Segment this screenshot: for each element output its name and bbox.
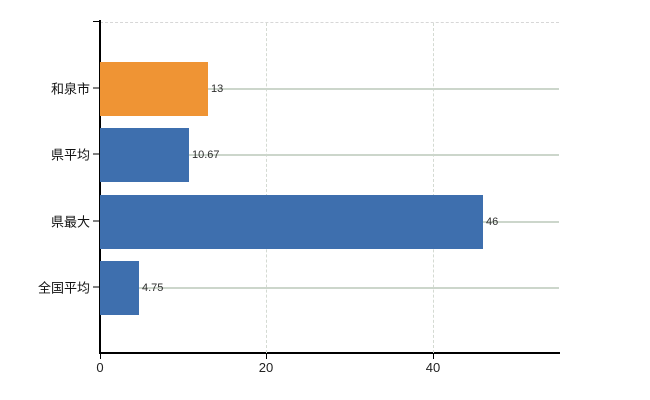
category-label-prefecture-max: 県最大 [50,214,90,230]
x-axis-tick-label: 40 [425,360,441,375]
value-label-prefecture-average: 10.67 [192,149,220,161]
bar-izumi-city [100,62,208,116]
y-axis-tick [93,87,100,89]
horizontal-gridline [100,154,559,156]
category-label-izumi-city: 和泉市 [50,81,90,97]
value-label-national-average: 4.75 [142,282,164,294]
y-axis-tick [93,220,100,222]
vertical-gridline [266,23,267,353]
y-axis-tick [93,153,100,155]
vertical-gridline [433,23,434,353]
category-label-national-average: 全国平均 [37,280,90,296]
category-label-prefecture-average: 県平均 [50,147,90,163]
y-axis-tick [93,286,100,288]
horizontal-gridline [100,287,559,289]
x-axis-tick [433,354,434,359]
value-label-prefecture-max: 46 [486,216,499,228]
y-axis-top-tick [93,21,100,22]
bar-prefecture-max [100,195,483,249]
x-axis-tick-label: 20 [258,360,274,375]
y-axis-line [99,20,101,354]
x-axis-line [99,352,560,354]
x-axis-tick-label: 0 [96,360,104,375]
value-label-izumi-city: 13 [211,83,224,95]
bar-prefecture-average [100,128,189,182]
x-axis-tick [266,354,267,359]
bar-national-average [100,261,139,315]
plot-area: 13 10.67 46 4.75 [100,22,559,354]
horizontal-gridline [100,88,559,90]
x-axis-tick [100,354,101,359]
